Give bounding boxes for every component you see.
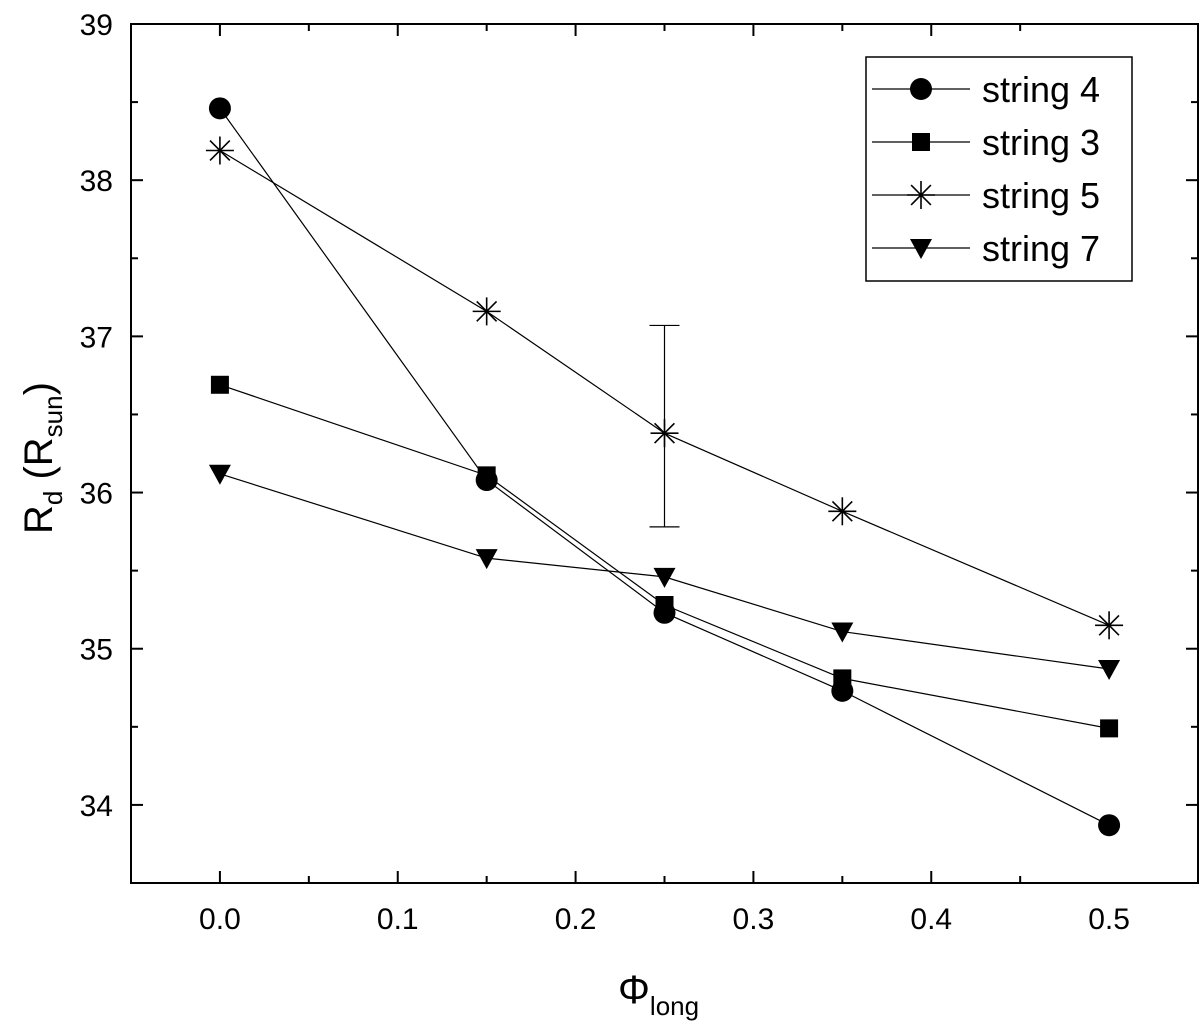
- legend-items: string 4 string 3 string 5 string 7: [872, 69, 1100, 269]
- legend-marker: [907, 181, 935, 209]
- y-axis-title-sub1: d: [38, 491, 68, 505]
- legend-label: string 7: [982, 228, 1100, 269]
- data-point-string-5: [650, 419, 679, 448]
- x-tick-label: 0.4: [910, 903, 952, 936]
- data-point-string-3: [210, 375, 229, 394]
- legend-marker: [910, 78, 932, 100]
- x-tick-label: 0.3: [733, 903, 775, 936]
- y-tick-label: 38: [80, 165, 113, 198]
- legend-label: string 3: [982, 122, 1100, 163]
- y-tick-label: 36: [80, 478, 113, 511]
- legend-marker: [910, 239, 932, 259]
- data-point-string-3: [655, 595, 674, 614]
- x-tick-label: 0.5: [1088, 903, 1130, 936]
- data-point-string-5: [205, 136, 234, 165]
- data-point-string-3: [1100, 719, 1119, 738]
- y-tick-label: 37: [80, 321, 113, 354]
- data-point-string-3: [833, 669, 852, 688]
- y-axis-title-mid: (R: [17, 437, 61, 490]
- y-axis-title-end: ): [17, 382, 61, 395]
- legend-label: string 5: [982, 175, 1100, 216]
- x-tick-label: 0.0: [199, 903, 241, 936]
- x-tick-label: 0.1: [377, 903, 419, 936]
- data-point-string-5-stroke: [1098, 614, 1120, 636]
- data-point-string-5-stroke: [476, 300, 498, 322]
- axis-tick-labels: 0.0 0.1 0.2 0.3 0.4 0.5 34 35 36 37 38 39: [80, 9, 1130, 936]
- data-point-string-7: [208, 464, 231, 485]
- y-axis-title-sub2: sun: [38, 395, 68, 437]
- legend-marker-stroke: [910, 184, 932, 206]
- x-axis-title: Φlong: [618, 968, 699, 1021]
- legend-marker: [912, 133, 930, 151]
- data-point-string-7: [831, 622, 854, 643]
- data-point-string-5: [1095, 611, 1124, 640]
- data-point-string-7: [653, 567, 676, 588]
- legend-box: [865, 56, 1133, 282]
- data-point-string-7: [1098, 660, 1121, 681]
- y-tick-label: 34: [80, 790, 113, 823]
- data-point-string-5-stroke: [209, 140, 231, 161]
- x-tick-label: 0.2: [555, 903, 597, 936]
- y-tick-label: 35: [80, 634, 113, 667]
- legend-label: string 4: [982, 69, 1100, 110]
- x-axis-title-sub: long: [650, 991, 699, 1021]
- data-point-string-3: [477, 466, 496, 485]
- axis-ticks: [130, 23, 1198, 884]
- y-axis-title: Rd (Rsun): [17, 382, 68, 534]
- data-point-string-7: [475, 549, 498, 570]
- x-axis-title-main: Φ: [618, 968, 650, 1012]
- data-point-string-5: [472, 297, 501, 326]
- y-tick-label: 39: [80, 9, 113, 42]
- data-point-string-5: [828, 497, 857, 526]
- data-point-string-4: [1098, 814, 1121, 837]
- series-markers: [205, 97, 1124, 837]
- y-axis-title-main: R: [17, 505, 61, 534]
- legend: string 4 string 3 string 5 string 7: [865, 56, 1133, 282]
- data-point-string-5-stroke: [654, 422, 675, 444]
- data-point-string-5-stroke: [831, 500, 853, 522]
- data-point-string-4: [208, 97, 231, 120]
